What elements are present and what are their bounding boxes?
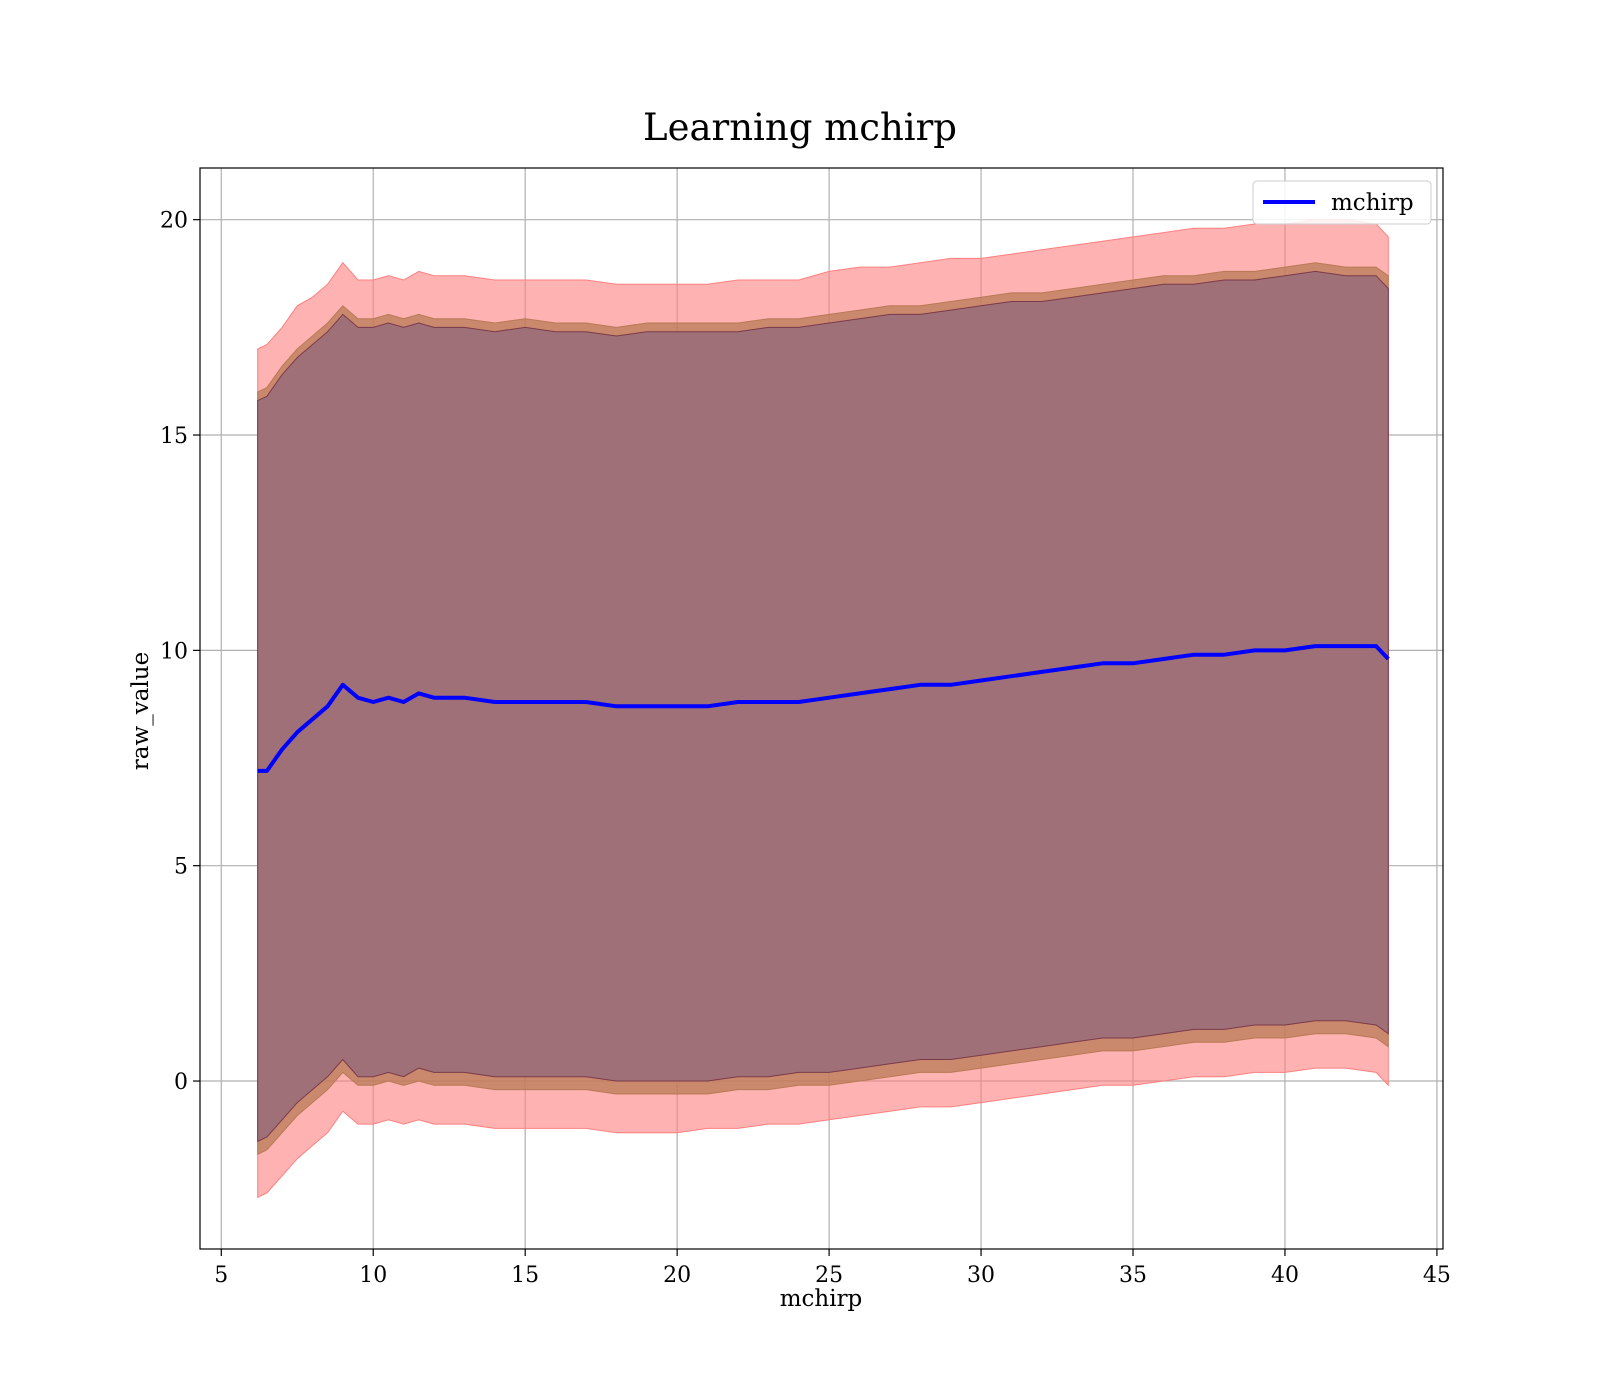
mean-line-layer [257, 644, 1390, 773]
y-tick-label: 0 [174, 1070, 188, 1095]
x-tick-label: 35 [1119, 1263, 1147, 1288]
x-tick-label: 45 [1423, 1263, 1451, 1288]
mchirp-mean-line [257, 644, 1390, 773]
y-axis-label: raw_value [128, 652, 154, 770]
legend-box [1252, 180, 1432, 225]
x-tick-label: 5 [214, 1263, 228, 1288]
y-tick-label: 20 [160, 209, 188, 234]
ticks: 5 10 15 20 25 30 35 40 45 0 5 10 15 20 [160, 209, 1451, 1288]
legend-label-mchirp: mchirp [1331, 190, 1414, 216]
confidence-bands [257, 219, 1389, 1199]
x-axis-label: mchirp [780, 1286, 863, 1312]
x-tick-label: 40 [1271, 1263, 1299, 1288]
x-tick-label: 15 [511, 1263, 539, 1288]
chart-title: Learning mchirp [643, 106, 957, 149]
plot-frame [199, 167, 1444, 1250]
y-tick-label: 5 [174, 855, 188, 880]
band-inner [257, 270, 1389, 1143]
legend: mchirp [1252, 180, 1432, 225]
y-tick-label: 10 [160, 639, 188, 664]
y-tick-label: 15 [160, 424, 188, 449]
x-tick-label: 10 [359, 1263, 387, 1288]
x-tick-label: 30 [967, 1263, 995, 1288]
x-tick-label: 20 [663, 1263, 691, 1288]
x-tick-label: 25 [815, 1263, 843, 1288]
